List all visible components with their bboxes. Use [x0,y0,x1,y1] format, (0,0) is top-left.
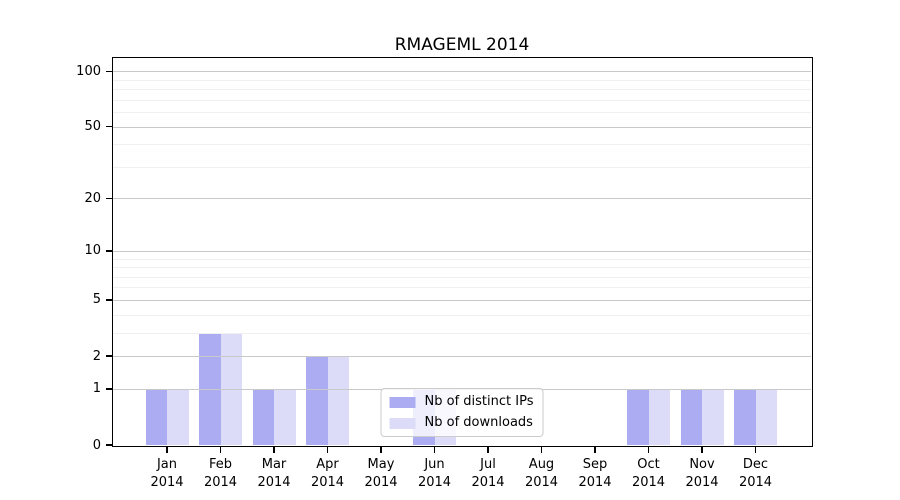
x-tick-mark [273,446,275,453]
x-tick-label: Sep 2014 [578,457,612,491]
gridline-major [113,299,811,301]
x-tick-label: Nov 2014 [685,457,719,491]
gridline-major [113,126,811,128]
gridline-minor [113,287,811,289]
y-tick-label: 50 [84,119,101,135]
y-tick-mark [106,197,112,200]
x-tick-label: Oct 2014 [631,457,666,491]
bar-downloads [167,388,189,445]
y-tick-label: 20 [84,190,101,206]
bar-downloads [648,388,670,445]
y-tick-mark [106,388,112,390]
gridline-minor [113,276,811,278]
gridline-major [113,71,811,73]
gridline-minor [113,89,811,91]
legend-swatch-distinct-ips [389,396,416,408]
legend-label-downloads: Nb of downloads [424,415,533,430]
x-tick-label: May 2014 [364,457,398,491]
bar-downloads [702,388,724,445]
gridline-minor [113,332,811,334]
x-tick-mark [647,446,650,453]
y-tick-mark [106,444,112,446]
y-tick-mark [106,125,112,128]
chart-title: RMAGEML 2014 [394,35,530,55]
bar-distinct-ips [145,388,167,445]
x-tick-label: Jan 2014 [150,457,184,491]
x-tick-label: Jul 2014 [471,457,505,491]
y-tick-mark [106,70,112,73]
x-tick-mark [487,446,489,453]
gridline-minor [113,314,811,316]
legend-swatch-downloads [389,417,416,429]
gridline-minor [113,99,811,101]
x-tick-mark [380,446,382,453]
x-tick-label: Feb 2014 [203,457,238,491]
bar-distinct-ips [680,388,702,445]
gridline-major [113,250,811,252]
gridline-minor [113,79,811,81]
bar-distinct-ips [627,388,649,445]
gridline-minor [113,166,811,168]
y-tick-label: 1 [92,381,101,397]
legend-item-downloads: Nb of downloads [389,415,534,431]
y-tick-mark [106,250,112,252]
bar-downloads [274,388,296,445]
x-tick-mark [540,446,543,453]
x-tick-label: Aug 2014 [524,457,559,491]
legend-label-distinct-ips: Nb of distinct IPs [424,394,534,409]
y-tick-label: 100 [76,63,101,79]
y-tick-label: 0 [92,437,101,453]
gridline-minor [113,267,811,269]
x-tick-label: Jun 2014 [417,457,452,491]
x-tick-label: Mar 2014 [257,457,291,491]
gridline-minor [113,112,811,114]
legend: Nb of distinct IPs Nb of downloads [380,388,544,437]
x-tick-mark [219,446,222,453]
x-tick-label: Apr 2014 [310,457,345,491]
gridline-major [113,356,811,358]
x-tick-mark [594,446,596,453]
x-tick-mark [166,446,168,453]
x-tick-mark [701,446,703,453]
bar-distinct-ips [306,356,328,445]
gridline-minor [113,144,811,146]
bar-distinct-ips [252,388,274,445]
gridline-major [113,198,811,200]
legend-item-distinct-ips: Nb of distinct IPs [389,394,534,410]
bar-distinct-ips [734,388,756,445]
gridline-minor [113,258,811,260]
bar-downloads [327,356,349,445]
y-tick-label: 10 [84,243,101,259]
x-tick-mark [326,446,329,453]
y-tick-label: 5 [92,292,101,308]
plot-area: Nb of distinct IPs Nb of downloads 0 1 2 5 1… [76,56,813,490]
y-tick-mark [106,299,112,301]
x-tick-mark [754,446,757,453]
y-tick-mark [106,355,112,357]
bar-downloads [755,388,777,445]
y-tick-label: 2 [92,348,101,364]
x-tick-label: Dec 2014 [738,457,773,491]
x-tick-mark [433,446,436,453]
